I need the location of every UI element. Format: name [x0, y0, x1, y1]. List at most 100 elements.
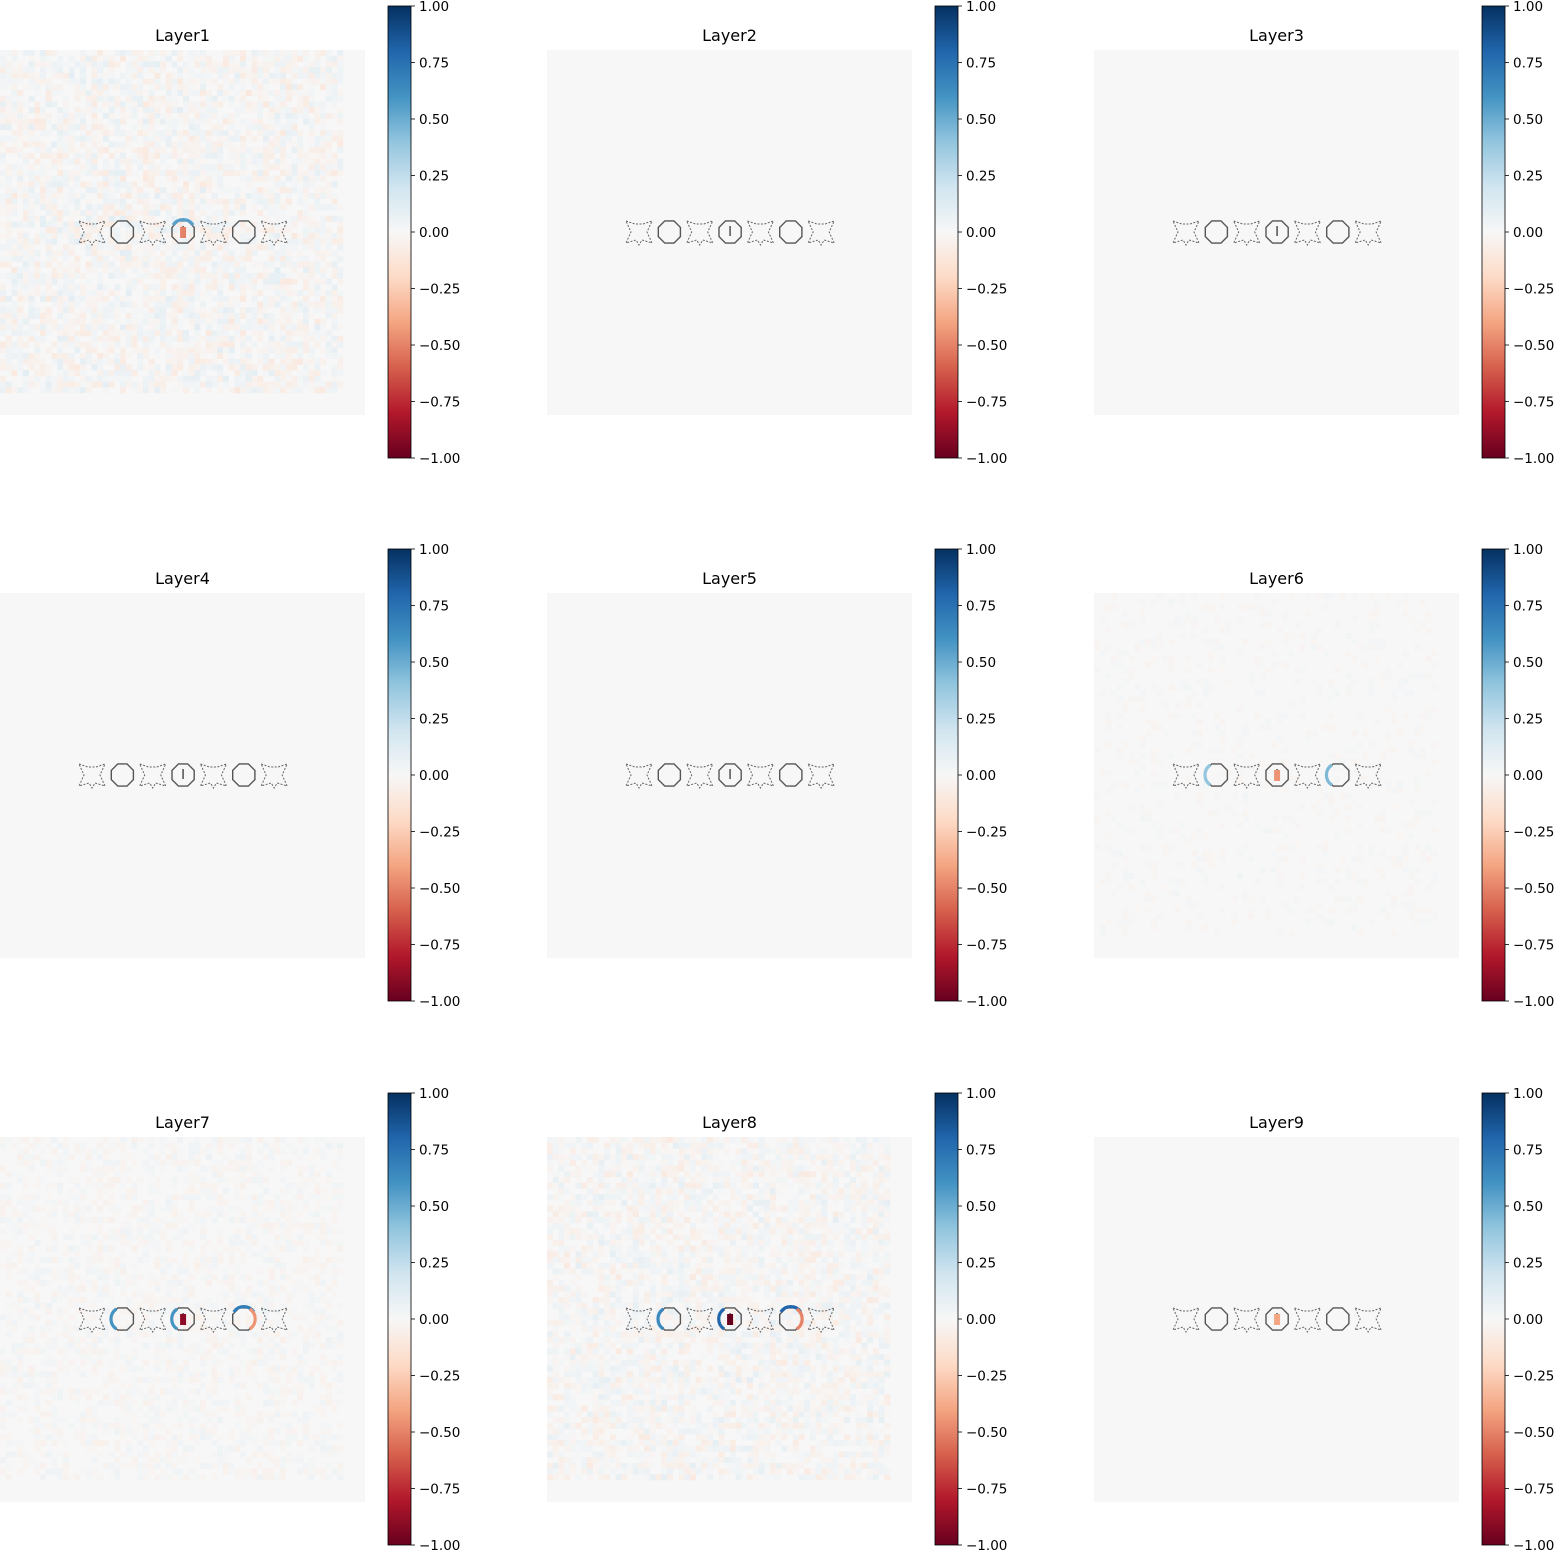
heatmap-cell — [1219, 718, 1226, 725]
heatmap-cell — [325, 61, 332, 68]
heatmap-cell — [120, 1159, 127, 1166]
heatmap-cell — [97, 364, 104, 371]
heatmap-cell — [1328, 815, 1335, 822]
heatmap-cell — [1425, 707, 1432, 714]
heatmap-cell — [5, 1462, 12, 1469]
heatmap-cell — [114, 370, 121, 377]
heatmap-cell — [85, 61, 92, 68]
heatmap-cell — [148, 1382, 155, 1389]
heatmap-cell — [165, 1285, 172, 1292]
heatmap-cell — [211, 1217, 218, 1224]
heatmap-cell — [91, 204, 98, 211]
heatmap-cell — [205, 1188, 212, 1195]
heatmap-cell — [17, 181, 24, 188]
heatmap-cell — [120, 1462, 127, 1469]
heatmap-cell — [245, 324, 252, 331]
heatmap-cell — [251, 198, 258, 205]
heatmap-cell — [240, 375, 247, 382]
heatmap-cell — [11, 301, 18, 308]
heatmap-cell — [108, 1159, 115, 1166]
heatmap-cell — [11, 164, 18, 171]
heatmap-cell — [177, 244, 184, 251]
heatmap-cell — [217, 324, 224, 331]
heatmap-cell — [1208, 650, 1215, 657]
heatmap-cell — [182, 250, 189, 257]
heatmap-cell — [1128, 758, 1135, 765]
heatmap-cell — [217, 290, 224, 297]
heatmap-cell — [74, 381, 81, 388]
heatmap-cell — [1408, 747, 1415, 754]
heatmap-cell — [34, 192, 41, 199]
heatmap-cell — [80, 1308, 87, 1315]
heatmap-cell — [125, 1451, 132, 1458]
heatmap-cell — [0, 1417, 7, 1424]
heatmap-cell — [217, 364, 224, 371]
heatmap-cell — [165, 1239, 172, 1246]
heatmap-cell — [291, 170, 298, 177]
heatmap-cell — [91, 1457, 98, 1464]
heatmap-cell — [148, 118, 155, 125]
heatmap-cell — [1174, 701, 1181, 708]
heatmap-cell — [40, 330, 47, 337]
heatmap-cell — [1334, 878, 1341, 885]
heatmap-cell — [240, 352, 247, 359]
heatmap-cell — [74, 1365, 81, 1372]
heatmap-cell — [28, 1382, 35, 1389]
heatmap-cell — [91, 244, 98, 251]
heatmap-cell — [308, 118, 315, 125]
heatmap-cell — [45, 50, 52, 57]
heatmap-cell — [200, 1217, 207, 1224]
heatmap-cell — [57, 1297, 64, 1304]
heatmap-cell — [34, 181, 41, 188]
heatmap-cell — [160, 1205, 167, 1212]
heatmap-cell — [257, 95, 264, 102]
heatmap-cell — [234, 330, 241, 337]
heatmap-cell — [217, 198, 224, 205]
heatmap-cell — [51, 158, 58, 165]
heatmap-cell — [5, 101, 12, 108]
heatmap-cell — [142, 130, 149, 137]
heatmap-cell — [182, 1411, 189, 1418]
heatmap-cell — [108, 250, 115, 257]
heatmap-cell — [188, 1422, 195, 1429]
heatmap-cell — [51, 381, 58, 388]
heatmap-cell — [325, 381, 332, 388]
star-shape — [625, 220, 653, 246]
heatmap-cell — [120, 1165, 127, 1172]
heatmap-cell — [80, 210, 87, 217]
heatmap-cell — [102, 381, 109, 388]
heatmap-cell — [188, 55, 195, 62]
heatmap-cell — [154, 192, 161, 199]
heatmap-cell — [228, 147, 235, 154]
heatmap-cell — [91, 78, 98, 85]
heatmap-cell — [222, 335, 229, 342]
heatmap-cell — [262, 381, 269, 388]
heatmap-cell — [11, 107, 18, 114]
colorbar-tick-label: 0.75 — [966, 599, 996, 615]
heatmap-cell — [285, 307, 292, 314]
heatmap-cell — [1305, 735, 1312, 742]
heatmap-cell — [211, 1337, 218, 1344]
heatmap-cell — [68, 261, 75, 268]
heatmap-cell — [142, 198, 149, 205]
heatmap-cell — [1282, 901, 1289, 908]
heatmap-cell — [308, 147, 315, 154]
heatmap-cell — [1305, 918, 1312, 925]
heatmap-cell — [17, 1365, 24, 1372]
heatmap-cell — [120, 1285, 127, 1292]
heatmap-cell — [217, 284, 224, 291]
heatmap-cell — [74, 118, 81, 125]
heatmap-cell — [34, 307, 41, 314]
heatmap-cell — [205, 90, 212, 97]
heatmap-cell — [97, 1165, 104, 1172]
heatmap-cell — [114, 1445, 121, 1452]
heatmap-cell — [5, 221, 12, 228]
heatmap-cell — [200, 1337, 207, 1344]
heatmap-cell — [28, 307, 35, 314]
heatmap-cell — [240, 147, 247, 154]
heatmap-cell — [1122, 781, 1129, 788]
heatmap-cell — [200, 352, 207, 359]
heatmap-cell — [114, 375, 121, 382]
heatmap-cell — [22, 1405, 29, 1412]
heatmap-cell — [102, 238, 109, 245]
